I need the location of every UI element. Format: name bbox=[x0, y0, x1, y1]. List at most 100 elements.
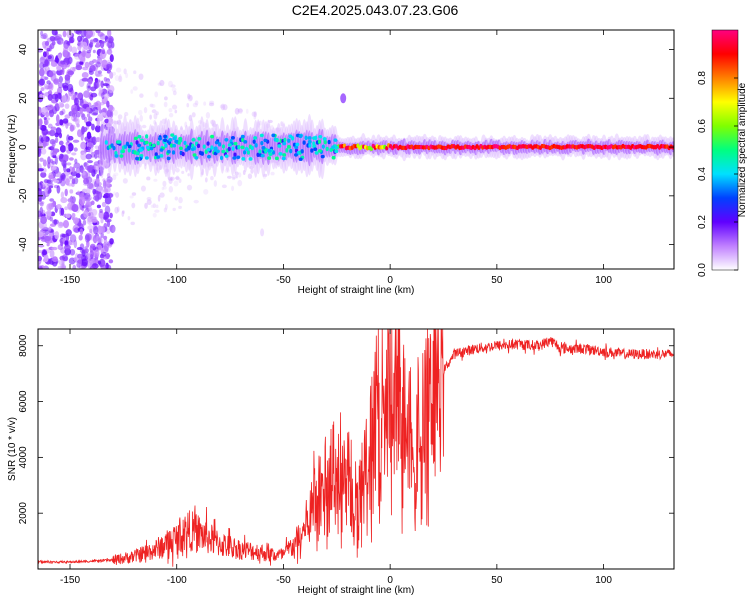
spectrogram-cell bbox=[261, 146, 266, 150]
snr-plot-area bbox=[38, 329, 674, 569]
snr-panel: -150 -100 -50 0 50 100 2000 4000 6000 8000 Heigh… bbox=[7, 328, 675, 596]
spectrogram-cell bbox=[149, 146, 154, 151]
spectrogram-cell bbox=[220, 103, 226, 111]
spectrogram-cell bbox=[100, 48, 106, 55]
spectrogram-cell bbox=[67, 135, 74, 141]
spectrogram-cell bbox=[47, 93, 53, 101]
spectrogram-cell bbox=[104, 140, 108, 145]
spectrogram-cell bbox=[173, 180, 179, 187]
spectrogram-cell bbox=[61, 94, 67, 104]
spectrogram-cell bbox=[150, 204, 154, 208]
spectrogram-cell bbox=[122, 178, 128, 184]
spectrogram-cell bbox=[103, 76, 108, 82]
spectrogram-cell bbox=[62, 49, 68, 58]
spectrogram-cell bbox=[267, 148, 272, 153]
spectrogram-cell bbox=[95, 178, 100, 185]
spectrogram-cell bbox=[153, 112, 158, 120]
spectrogram-cell bbox=[247, 173, 253, 180]
spectrogram-cell bbox=[90, 243, 96, 249]
spectrogram-cell bbox=[162, 180, 167, 187]
spectrogram-cell bbox=[60, 179, 66, 187]
spectrogram-cell bbox=[86, 164, 94, 174]
spectrogram-cell bbox=[168, 108, 173, 113]
snr-y-tick-label: 6000 bbox=[18, 390, 29, 413]
spectrogram-cell bbox=[171, 150, 176, 155]
spectrogram-cell bbox=[155, 111, 159, 116]
spectrogram-cell bbox=[62, 160, 67, 168]
spectrogram-cell bbox=[75, 117, 80, 126]
spectrogram-cell bbox=[221, 149, 226, 154]
spectrogram-cell bbox=[60, 263, 66, 269]
spectrogram-cell bbox=[78, 234, 83, 241]
spectrogram-cell bbox=[42, 32, 48, 40]
spectrogram-cell bbox=[90, 92, 98, 98]
spectrogram-cell bbox=[102, 83, 110, 87]
spectrogram-cell bbox=[227, 175, 232, 179]
spectrogram-cell bbox=[60, 174, 64, 181]
spectrogram-cell bbox=[97, 260, 101, 265]
spectrogram-cell bbox=[119, 154, 124, 158]
spectrogram-cell bbox=[47, 156, 51, 165]
spectrogram-cell bbox=[64, 114, 71, 119]
spectrogram-cell bbox=[238, 172, 242, 178]
spectrogram-cell bbox=[71, 46, 78, 54]
spectrogram-cell bbox=[77, 45, 82, 51]
spectrogram-cell bbox=[127, 148, 131, 153]
spectrogram-cell bbox=[321, 144, 325, 149]
spectrogram-cell bbox=[138, 109, 143, 116]
spectrogram-y-ticks: -40 -20 0 20 40 bbox=[18, 44, 674, 252]
spectrogram-cell bbox=[70, 112, 75, 121]
spectrogram-cell bbox=[298, 134, 303, 139]
spectrogram-cell bbox=[60, 61, 66, 65]
spectrogram-y-tick-label: 0 bbox=[18, 144, 29, 150]
spectrogram-cell bbox=[331, 145, 336, 150]
spectrogram-cell bbox=[95, 61, 101, 68]
spectrogram-cell bbox=[91, 136, 96, 144]
spectrogram-cell bbox=[240, 134, 245, 139]
spectrogram-cell bbox=[73, 162, 81, 169]
spectrogram-cell bbox=[135, 151, 140, 156]
spectrogram-cell bbox=[91, 112, 98, 116]
spectrogram-cell bbox=[93, 81, 100, 90]
spectrogram-cell bbox=[73, 239, 78, 249]
spectrogram-cell bbox=[282, 153, 287, 157]
spectrogram-cell bbox=[238, 107, 243, 115]
spectrogram-cell bbox=[281, 156, 286, 161]
spectrogram-cell bbox=[146, 145, 151, 150]
spectrogram-cell bbox=[39, 56, 46, 64]
spectrogram-cell bbox=[53, 179, 60, 184]
spectrogram-cell bbox=[66, 40, 71, 47]
spectrogram-cell bbox=[174, 176, 180, 180]
spectrogram-cell bbox=[42, 227, 50, 232]
snr-x-axis-label: Height of straight line (km) bbox=[298, 585, 415, 596]
spectrogram-cell bbox=[196, 143, 201, 149]
spectrogram-cell bbox=[71, 178, 76, 185]
spectrogram-cell bbox=[68, 36, 75, 44]
spectrogram-cell bbox=[333, 138, 338, 142]
spectrogram-cell bbox=[90, 86, 97, 92]
spectrogram-cell bbox=[317, 149, 322, 153]
spectrogram-cell bbox=[121, 210, 125, 217]
spectrogram-cell bbox=[62, 154, 69, 162]
spectrogram-cell bbox=[80, 56, 86, 62]
spectrogram-cell bbox=[75, 173, 81, 178]
spectrogram-cell bbox=[38, 106, 42, 116]
spectrogram-cell bbox=[149, 103, 154, 108]
spectrogram-cell bbox=[270, 171, 275, 176]
spectrogram-cell bbox=[244, 147, 249, 152]
spectrogram-cell bbox=[112, 226, 116, 233]
spectrogram-cell bbox=[64, 188, 68, 197]
spectrogram-cell bbox=[251, 111, 257, 117]
spectrogram-cell bbox=[125, 141, 130, 146]
spectrogram-cell bbox=[39, 94, 43, 98]
spectrogram-cell bbox=[80, 30, 87, 38]
spectrogram-cell bbox=[62, 44, 70, 49]
spectrogram-cell bbox=[47, 55, 52, 60]
spectrogram-cell bbox=[44, 40, 50, 46]
spectrogram-cell bbox=[159, 154, 164, 158]
spectrogram-cell bbox=[90, 200, 95, 206]
spectrogram-cell bbox=[86, 82, 91, 92]
spectrogram-cell bbox=[334, 145, 339, 150]
spectrogram-cell bbox=[163, 138, 168, 143]
spectrogram-cell bbox=[252, 139, 256, 144]
